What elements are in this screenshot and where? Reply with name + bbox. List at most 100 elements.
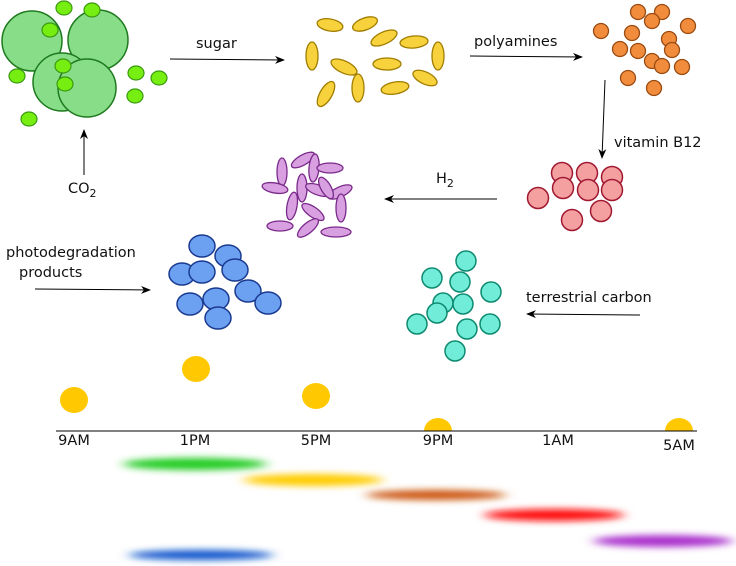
vitamin-b12-arrow-group: vitamin B12 [598,79,702,159]
teal-cell [452,293,474,315]
yellow-cell [305,41,319,71]
terrestrial-carbon-arrow-group: terrestrial carbon [526,290,652,319]
pink-cell [576,178,600,202]
terrestrial-carbon-arrow [526,310,641,319]
purple-cell [296,218,320,238]
pink-cell [560,208,584,232]
co2-molecule [126,88,144,104]
pink-cell [589,199,613,223]
sugar-label: sugar [196,36,237,52]
blue-cell [234,279,262,303]
orange-cell [643,12,661,30]
teal-cell [455,250,477,272]
polyamine-consumers-cluster [592,3,697,97]
vitamin-b12-label: vitamin B12 [614,135,702,151]
orange-cell [629,42,647,60]
purple-cell [290,151,316,169]
blue-cell [204,306,232,330]
orange-cell [629,3,647,21]
orange-cell [623,24,641,42]
sun-positions [60,356,693,431]
co2-molecule [8,68,26,84]
co2-molecule [41,22,59,38]
orange-cell [663,41,681,59]
terrestrial-carbon-label: terrestrial carbon [526,290,652,306]
orange-cell [611,40,629,58]
orange-cell [619,69,637,87]
photodegradation-arrow-group: photodegradation products [6,245,151,294]
activity-bands [123,458,733,560]
teal-cell [406,313,428,335]
sun-icon [302,383,330,409]
co2-molecule [56,76,74,92]
vitamin-b12-arrow [598,79,607,159]
teal-cell [444,340,466,362]
activity-band [366,490,506,500]
purple-cell [316,162,344,174]
teal-cell [479,313,501,335]
yellow-cell [316,80,336,108]
purple-cell [285,191,299,221]
co2-molecule [20,111,38,127]
vitamin-b12-consumers-cluster [526,161,624,232]
purple-cell [335,193,347,223]
yellow-cell [351,16,379,32]
timeline-tick: 5PM [301,433,331,449]
yellow-cell [380,80,410,96]
sun-icon [665,418,693,431]
yellow-cell [412,69,438,87]
pink-cell [526,186,550,210]
sugar-consumers-cluster [305,16,445,108]
sun-icon [424,418,452,431]
terrestrial-carbon-consumers-cluster [406,250,502,362]
h2-label: H2 [436,171,454,190]
polyamines-label: polyamines [474,34,557,50]
yellow-cell [372,57,402,71]
timeline-tick: 9AM [58,433,90,449]
orange-cell [679,17,697,35]
co2-molecule [54,58,72,74]
purple-cell [317,176,335,200]
activity-band [123,458,267,470]
activity-band [484,509,624,521]
teal-cell [480,281,502,303]
purple-cell [301,202,325,222]
co2-molecule [83,2,101,18]
co2-molecule [55,0,73,16]
timeline-tick: 9PM [423,433,453,449]
timeline-tick: 1PM [180,433,210,449]
teal-cell [421,267,443,289]
co2-molecule [150,70,168,86]
orange-cell [592,22,610,40]
timeline-tick: 5AM [663,438,695,454]
purple-cell [276,157,288,187]
polyamines-arrow [469,52,583,61]
photodegradation-arrow [34,285,151,294]
pink-cell [600,178,624,202]
pink-cell [551,176,575,200]
co2-molecule [127,65,145,81]
blue-cell [254,291,282,315]
purple-cell [320,226,352,238]
polyamines-arrow-group: polyamines [469,34,583,61]
blue-cell [188,234,216,258]
teal-cell [456,318,478,340]
yellow-cell [330,58,358,76]
timeline-tick: 1AM [542,433,574,449]
co2-label: CO2 [68,181,97,200]
h2-arrow-group: H2 [384,171,497,203]
purple-cell [261,181,289,195]
orange-cell [653,3,671,21]
photodegradation-label-line2: products [19,265,82,281]
blue-cell [176,292,204,316]
purple-cell [266,220,294,232]
hydrogen-consumers-cluster [261,151,353,238]
timeline: 9AM 1PM 5PM 9PM 1AM 5AM [56,430,697,454]
orange-cell [645,79,663,97]
sun-icon [182,356,210,382]
orange-cell [673,58,691,76]
yellow-cell [399,35,429,49]
yellow-cell [351,73,365,103]
blue-cell [221,258,249,282]
